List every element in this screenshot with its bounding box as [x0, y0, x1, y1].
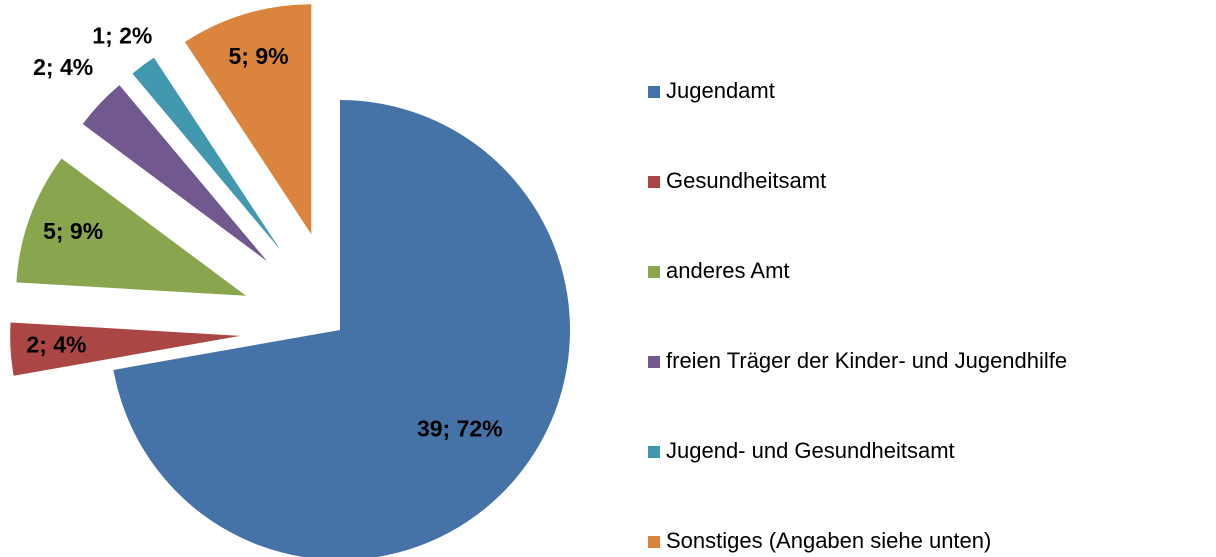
- legend-label: Jugendamt: [666, 78, 775, 103]
- legend-label: Gesundheitsamt: [666, 168, 826, 193]
- data-label: 1; 2%: [92, 23, 152, 49]
- legend-swatch: [648, 446, 660, 458]
- data-label: 39; 72%: [417, 416, 503, 442]
- data-label: 5; 9%: [43, 218, 103, 244]
- legend-swatch: [648, 536, 660, 548]
- data-label: 2; 4%: [33, 54, 93, 80]
- pie-slice: [16, 158, 247, 296]
- pie-slice: [82, 85, 268, 262]
- legend-label: anderes Amt: [666, 258, 790, 283]
- legend-swatch: [648, 266, 660, 278]
- legend-label: freien Träger der Kinder- und Jugendhilf…: [666, 348, 1067, 373]
- legend-label: Sonstiges (Angaben siehe unten): [666, 528, 991, 553]
- pie-slice: [10, 322, 241, 376]
- data-label: 2; 4%: [26, 332, 86, 358]
- pie-slice: [184, 4, 312, 235]
- legend-swatch: [648, 176, 660, 188]
- legend-swatch: [648, 356, 660, 368]
- legend-swatch: [648, 86, 660, 98]
- pie-slice: [113, 100, 570, 557]
- data-label: 5; 9%: [229, 43, 289, 69]
- legend-label: Jugend- und Gesundheitsamt: [666, 438, 955, 463]
- pie-slice: [132, 57, 281, 250]
